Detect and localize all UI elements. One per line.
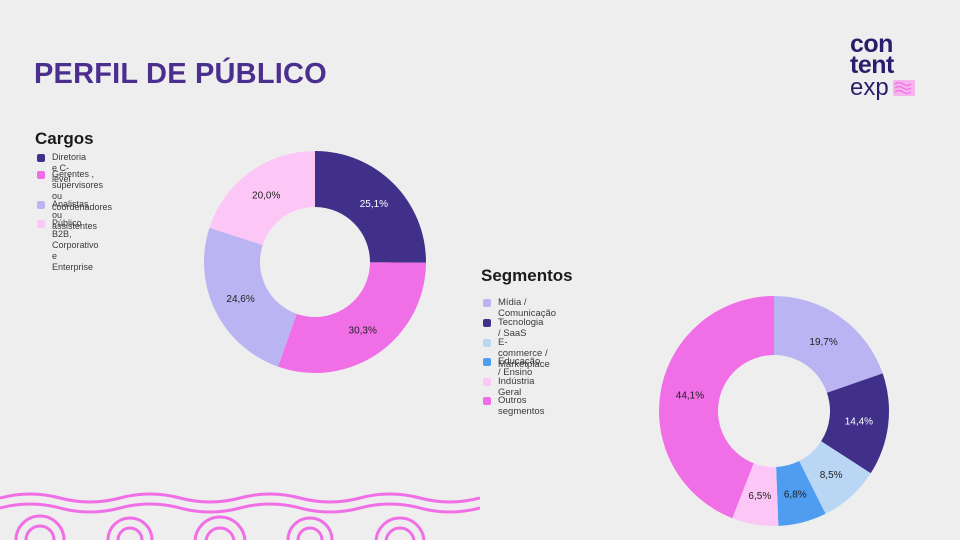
legend-swatch: [483, 358, 491, 366]
legend-swatch: [483, 299, 491, 307]
slice-value-label: 19,7%: [809, 337, 837, 348]
donut-slice: [659, 296, 774, 519]
legend-item: Gerentes , supervisores ou coordenadores: [37, 169, 112, 213]
donut-chart-segmentos: 19,7% 14,4% 8,5% 6,8% 6,5% 44,1%: [659, 296, 889, 526]
legend-label: Público B2B, Corporativo e Enterprise: [52, 218, 99, 272]
donut-slice: [776, 461, 826, 526]
slice-value-label: 6,5%: [748, 491, 771, 502]
legend-label: Outros segmentos: [498, 395, 545, 417]
slice-value-label: 20,0%: [252, 190, 280, 201]
logo-word-exp-row: exp: [850, 76, 940, 100]
legend-item: Mídia / Comunicação: [483, 297, 556, 319]
donut-chart-cargos: 25,1% 30,3% 24,6% 20,0%: [204, 151, 426, 373]
donut-slice: [209, 151, 315, 246]
legend-swatch: [483, 339, 491, 347]
donut-slice: [732, 463, 779, 526]
legend-item: E-commerce / Marketplace: [483, 337, 550, 370]
slice-value-label: 6,8%: [784, 489, 807, 500]
legend-item: Indústria Geral: [483, 376, 534, 398]
chart-title-segmentos: Segmentos: [481, 266, 573, 285]
slice-value-label: 24,6%: [226, 294, 254, 305]
legend-label: E-commerce / Marketplace: [498, 337, 550, 370]
contentexp-logo: con tent exp: [850, 30, 940, 100]
legend-swatch: [37, 201, 45, 209]
legend-swatch: [483, 378, 491, 386]
legend-swatch: [483, 397, 491, 405]
page-title: PERFIL DE PÚBLICO: [34, 58, 327, 90]
legend-item: Público B2B, Corporativo e Enterprise: [37, 218, 99, 273]
slice-value-label: 14,4%: [845, 417, 873, 428]
legend-label: Tecnologia / SaaS: [498, 317, 544, 339]
slice-value-label: 25,1%: [360, 199, 388, 210]
legend-item: Analistas ou assistentes: [37, 199, 97, 232]
legend-label: Mídia / Comunicação: [498, 297, 557, 319]
legend-swatch: [37, 154, 45, 162]
donut-slice: [821, 373, 889, 474]
donut-slice: [799, 441, 871, 514]
donut-slice: [774, 296, 883, 393]
legend-swatch: [37, 171, 45, 179]
logo-pattern-icon: [892, 80, 915, 96]
legend-item: Tecnologia / SaaS: [483, 317, 543, 339]
legend-item: Educação / Ensino: [483, 356, 540, 378]
legend-label: Analistas ou assistentes: [52, 199, 98, 231]
legend-item: Outros segmentos: [483, 395, 544, 417]
logo-word-con: con: [850, 30, 893, 58]
legend-label: Educação / Ensino: [498, 356, 541, 378]
legend-label: Indústria Geral: [498, 376, 535, 398]
logo-word-tent: tent: [850, 51, 894, 79]
slice-value-label: 8,5%: [820, 470, 843, 481]
chart-title-cargos: Cargos: [35, 129, 94, 148]
slice-value-label: 30,3%: [349, 325, 377, 336]
legend-item: Diretoria e C-level: [37, 152, 86, 185]
slice-value-label: 44,1%: [676, 391, 704, 402]
legend-swatch: [37, 220, 45, 228]
legend-label: Gerentes , supervisores ou coordenadores: [52, 169, 113, 212]
decorative-wave-pattern: [0, 492, 480, 540]
donut-slice: [204, 227, 297, 367]
legend-label: Diretoria e C-level: [52, 152, 87, 184]
logo-word-exp: exp: [850, 74, 889, 101]
donut-slice: [315, 151, 426, 263]
donut-slice: [278, 262, 426, 373]
legend-swatch: [483, 319, 491, 327]
